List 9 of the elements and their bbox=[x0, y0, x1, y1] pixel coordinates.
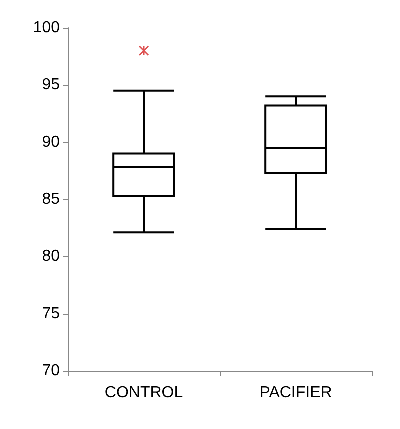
y-tick-label: 75 bbox=[42, 305, 60, 322]
y-tick-label: 70 bbox=[42, 362, 60, 380]
x-tick-label: PACIFIER bbox=[260, 384, 332, 402]
y-tick-label: 100 bbox=[33, 20, 60, 36]
y-tick-label: 95 bbox=[42, 76, 60, 94]
y-tick-label: 90 bbox=[42, 134, 60, 151]
y-tick-label: 80 bbox=[42, 248, 60, 266]
y-tick-label: 85 bbox=[42, 191, 60, 208]
x-tick-label: CONTROL bbox=[104, 384, 184, 402]
